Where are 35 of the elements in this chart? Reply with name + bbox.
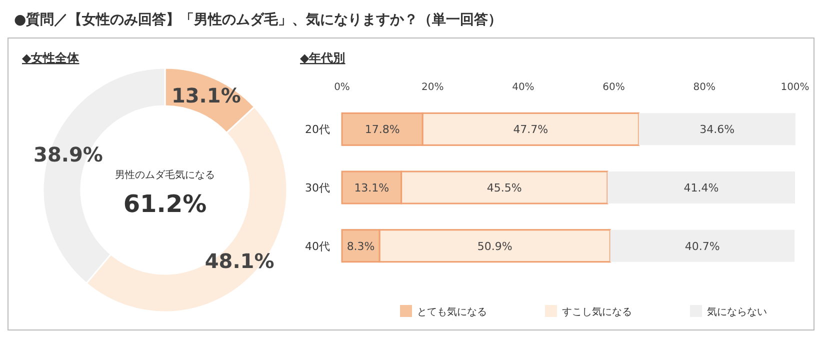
x-tick-label: 60% — [602, 82, 625, 93]
data-label: 45.5% — [486, 182, 522, 194]
legend-label: すこし気になる — [562, 307, 632, 318]
bar — [638, 113, 796, 146]
data-label: 38.9% — [34, 142, 103, 167]
data-label: 40.7% — [684, 240, 720, 253]
y-tick-label: 20代 — [305, 123, 330, 136]
data-label: 17.8% — [364, 123, 400, 136]
legend-label: 気にならない — [707, 307, 767, 318]
x-tick-label: 0% — [334, 82, 350, 93]
text: 男性のムダ毛気になる — [115, 169, 215, 181]
x-tick-label: 80% — [693, 82, 716, 93]
legend-item: とても気になる — [400, 305, 487, 318]
data-label: 34.6% — [700, 123, 735, 136]
data-label: 48.1% — [204, 249, 274, 274]
data-label: 8.3% — [346, 240, 375, 253]
legend-item: すこし気になる — [545, 305, 632, 318]
y-tick-label: 30代 — [305, 182, 330, 194]
chart-title: ◆年代別 — [300, 51, 346, 65]
chart-subtitle: ◆女性全体 — [22, 51, 80, 65]
data-label: 13.1% — [354, 182, 390, 194]
legend-item: 気にならない — [690, 305, 767, 318]
bar — [610, 230, 795, 262]
x-tick-label: 40% — [512, 82, 534, 93]
legend-label: とても気になる — [417, 307, 487, 318]
y-tick-label: 40代 — [305, 240, 330, 253]
x-tick-label: 20% — [421, 82, 444, 93]
chart-title: ●質問／【女性のみ回答】「男性のムダ毛」、気になりますか？（単一回答） — [14, 11, 502, 28]
data-label: 13.1% — [171, 84, 241, 108]
text: 61.2% — [123, 190, 207, 218]
data-label: 50.9% — [477, 240, 512, 253]
x-tick-label: 100% — [780, 82, 810, 93]
bar — [607, 172, 795, 204]
data-label: 41.4% — [684, 182, 719, 194]
data-label: 47.7% — [513, 123, 548, 136]
